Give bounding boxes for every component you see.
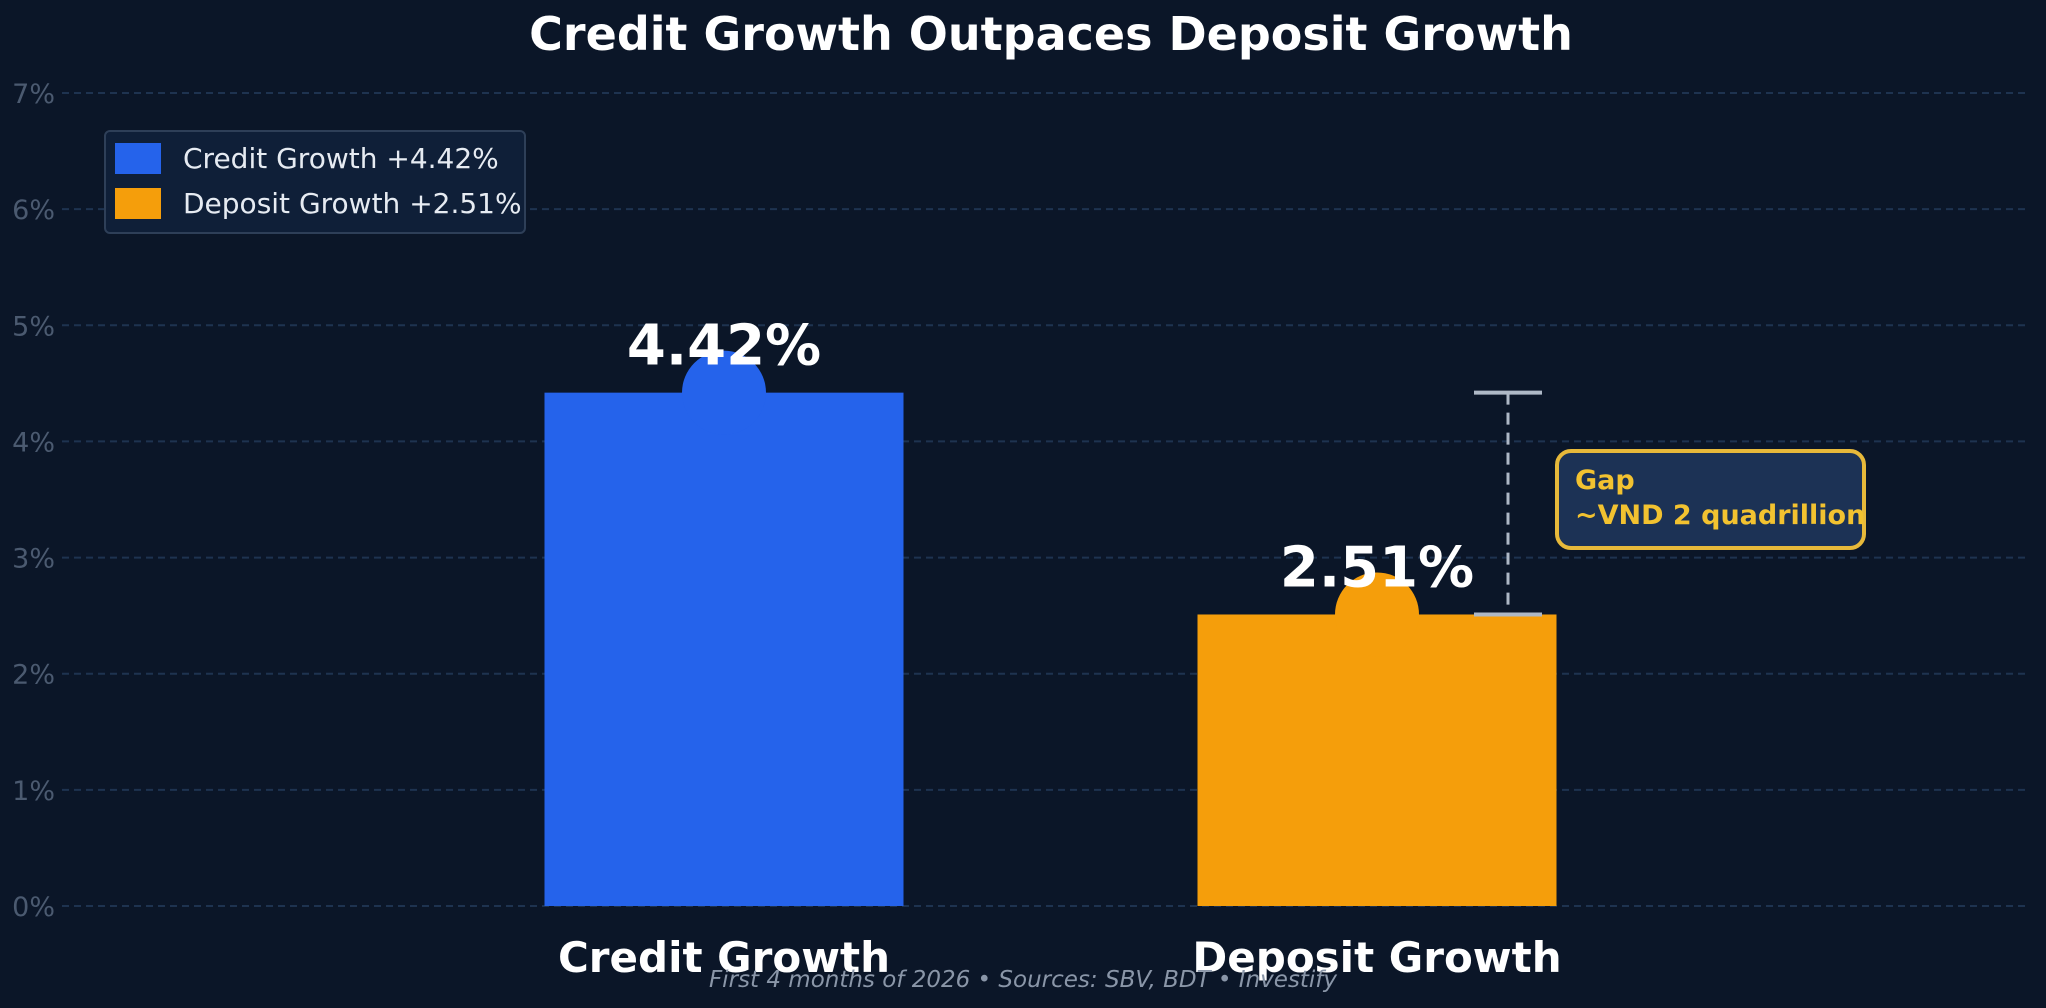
y-tick-label-3: 3%: [12, 544, 55, 575]
y-tick-label-0: 0%: [12, 892, 55, 923]
y-tick-label-7: 7%: [12, 79, 55, 110]
legend-swatch-credit: [115, 143, 161, 174]
gap-annotation-line-1: Gap: [1575, 465, 1635, 496]
y-axis-ticks: 0% 1% 2% 3% 4% 5% 6% 7%: [12, 79, 55, 923]
value-label-credit-growth: 4.42%: [627, 314, 821, 379]
gap-annotation-box: [1555, 449, 1866, 550]
y-tick-label-5: 5%: [12, 311, 55, 342]
legend: Credit Growth +4.42% Deposit Growth +2.5…: [104, 130, 526, 234]
chart-title: Credit Growth Outpaces Deposit Growth: [529, 7, 1573, 61]
legend-box: [104, 130, 526, 234]
category-label-deposit-growth: Deposit Growth: [1192, 933, 1561, 982]
bar-credit-growth: [544, 392, 904, 906]
legend-label-deposit: Deposit Growth +2.51%: [183, 187, 522, 220]
footer-source-note: First 4 months of 2026 • Sources: SBV, B…: [709, 967, 1337, 993]
legend-label-credit: Credit Growth +4.42%: [183, 142, 499, 175]
bar-marker-credit-growth: [682, 350, 766, 435]
gap-annotation-line-2: ~VND 2 quadrillion: [1575, 500, 1865, 531]
value-labels: 4.42% 2.51%: [627, 314, 1474, 601]
y-tick-label-4: 4%: [12, 427, 55, 458]
y-tick-label-2: 2%: [12, 660, 55, 691]
legend-swatch-deposit: [115, 188, 161, 219]
value-label-deposit-growth: 2.51%: [1280, 535, 1474, 600]
y-tick-label-1: 1%: [12, 776, 55, 807]
bars: [544, 350, 1557, 906]
gap-annotation: Gap ~VND 2 quadrillion: [1555, 449, 1866, 550]
category-labels: Credit Growth Deposit Growth: [558, 933, 1562, 982]
gap-marker: [1474, 390, 1542, 617]
category-label-credit-growth: Credit Growth: [558, 933, 890, 982]
bar-deposit-growth: [1197, 614, 1557, 906]
y-tick-label-6: 6%: [12, 195, 55, 226]
bar-marker-deposit-growth: [1335, 572, 1419, 657]
